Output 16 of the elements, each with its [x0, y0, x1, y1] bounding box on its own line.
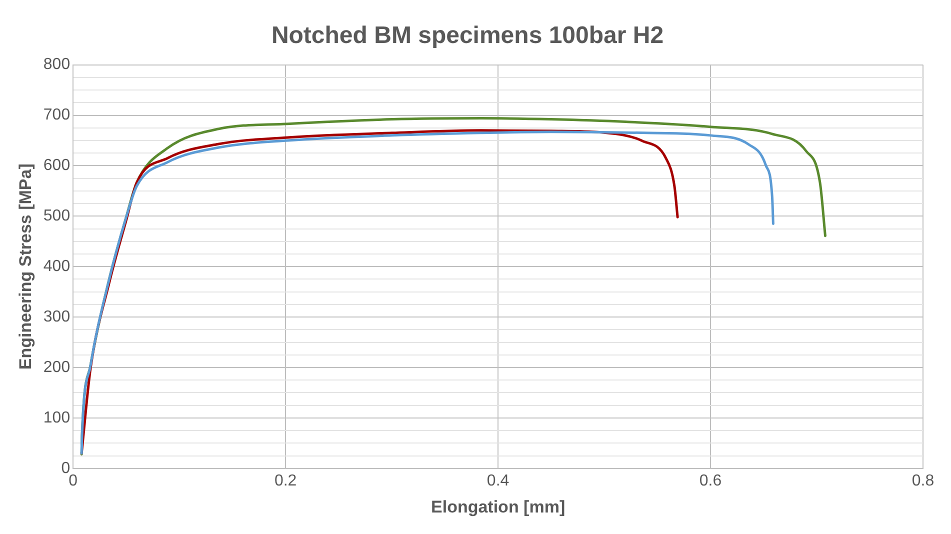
y-tick-label: 800 — [43, 56, 70, 74]
chart-title: Notched BM specimens 100bar H2 — [271, 22, 664, 50]
y-tick-label: 0 — [61, 460, 70, 477]
y-axis-title: Engineering Stress [MPa] — [16, 164, 35, 370]
x-tick-label: 0.4 — [486, 472, 510, 490]
y-tick-label: 200 — [43, 358, 70, 376]
x-tick-label: 0.2 — [274, 472, 297, 490]
y-tick-label: 100 — [43, 409, 70, 426]
x-axis-title: Elongation [mm] — [430, 497, 566, 516]
y-tick-label: 500 — [43, 208, 70, 225]
y-tick-label: 600 — [43, 157, 70, 174]
x-tick-label: 0.8 — [912, 472, 934, 490]
x-tick-label: 0.6 — [699, 472, 722, 490]
y-tick-label: 300 — [43, 308, 70, 326]
y-tick-label: 400 — [43, 258, 70, 276]
y-tick-label: 700 — [43, 106, 70, 124]
